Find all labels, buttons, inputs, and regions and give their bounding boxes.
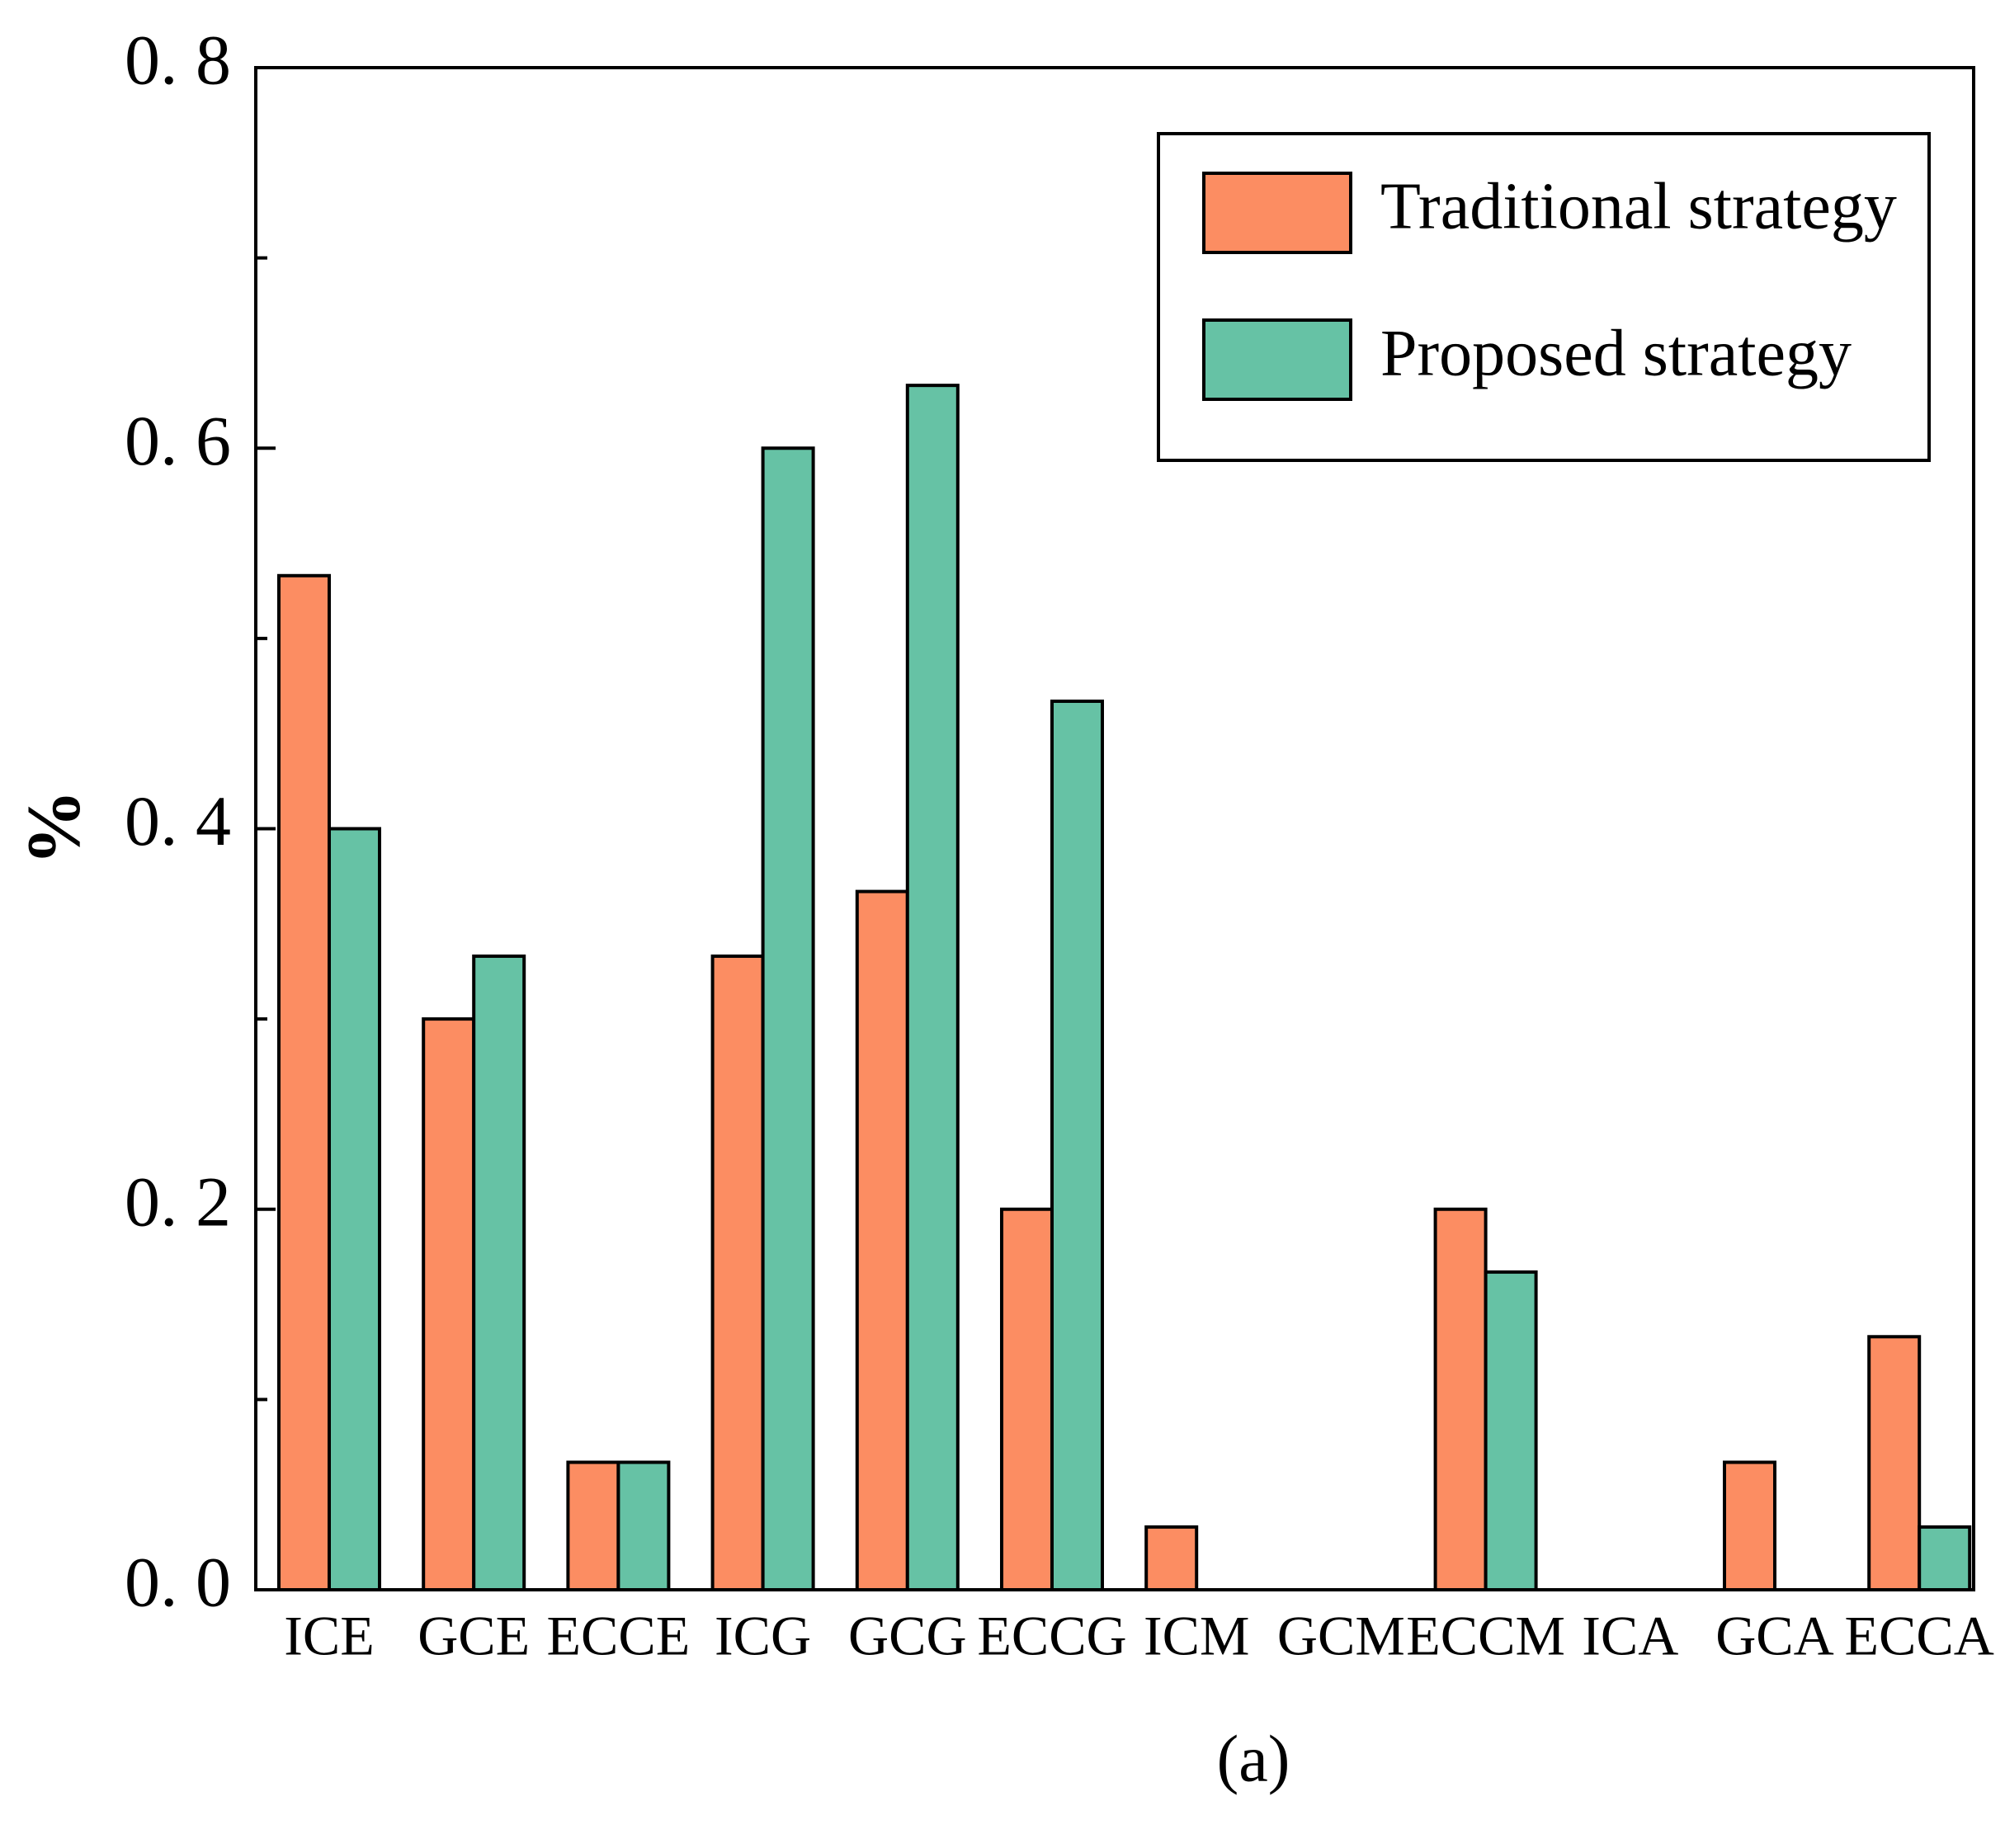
legend-swatch-traditional [1202, 172, 1352, 254]
bar-traditional-eccm [1433, 1207, 1488, 1591]
x-tick-label-icg: ICG [715, 1605, 811, 1667]
bar-traditional-gca [1723, 1460, 1776, 1591]
x-tick-label-eccg: ECCG [977, 1605, 1126, 1667]
y-tick-label: 0. 2 [125, 1162, 231, 1241]
bar-proposed-gce [472, 955, 526, 1592]
legend: Traditional strategy Proposed strategy [1157, 132, 1931, 462]
bar-proposed-ecca [1918, 1525, 1972, 1592]
x-tick-label-gcg: GCG [848, 1605, 967, 1667]
legend-frame [1157, 132, 1931, 462]
x-tick-label-gca: GCA [1715, 1605, 1834, 1667]
bar-proposed-eccm [1484, 1270, 1538, 1591]
y-tick-label: 0. 4 [125, 781, 231, 860]
bar-traditional-icm [1144, 1525, 1199, 1592]
legend-label-traditional: Traditional strategy [1380, 170, 1897, 243]
y-tick-label: 0. 6 [125, 401, 231, 480]
bars-layer [277, 384, 1972, 1592]
x-tick-label-gce: GCE [418, 1605, 530, 1667]
x-tick-label-icm: ICM [1144, 1605, 1249, 1667]
bar-proposed-ecce [616, 1460, 671, 1591]
x-tick-label-ica: ICA [1582, 1605, 1678, 1667]
bar-proposed-gcg [905, 384, 960, 1591]
bar-traditional-eccg [1000, 1207, 1054, 1591]
bar-proposed-ice [328, 827, 381, 1591]
bar-traditional-gcg [855, 889, 909, 1591]
bar-proposed-eccg [1050, 699, 1104, 1592]
x-tick-label-ice: ICE [284, 1605, 375, 1667]
bar-traditional-ecca [1867, 1335, 1922, 1592]
y-axis-label: % [12, 790, 96, 865]
bar-traditional-gce [422, 1017, 476, 1591]
x-axis: ICE GCE ECCE ICG GCG ECCG ICM GCM ECCM ICA GCA ECCA [284, 1605, 1994, 1667]
y-tick-label: 0. 0 [125, 1543, 231, 1622]
bar-proposed-icg [761, 446, 815, 1591]
figure-caption: (a) [1217, 1723, 1290, 1795]
x-tick-label-eccm: ECCM [1406, 1605, 1565, 1667]
bar-traditional-ecce [566, 1460, 620, 1591]
bar-traditional-ice [277, 573, 331, 1591]
legend-label-proposed: Proposed strategy [1380, 317, 1852, 389]
y-axis: 0. 0 0. 2 0. 4 0. 6 0. 8 [125, 21, 276, 1622]
x-tick-label-ecca: ECCA [1845, 1605, 1994, 1667]
y-tick-label: 0. 8 [125, 21, 231, 100]
legend-swatch-proposed [1202, 318, 1352, 401]
x-tick-label-gcm: GCM [1277, 1605, 1405, 1667]
x-tick-label-ecce: ECCE [547, 1605, 691, 1667]
bar-traditional-icg [710, 955, 765, 1592]
